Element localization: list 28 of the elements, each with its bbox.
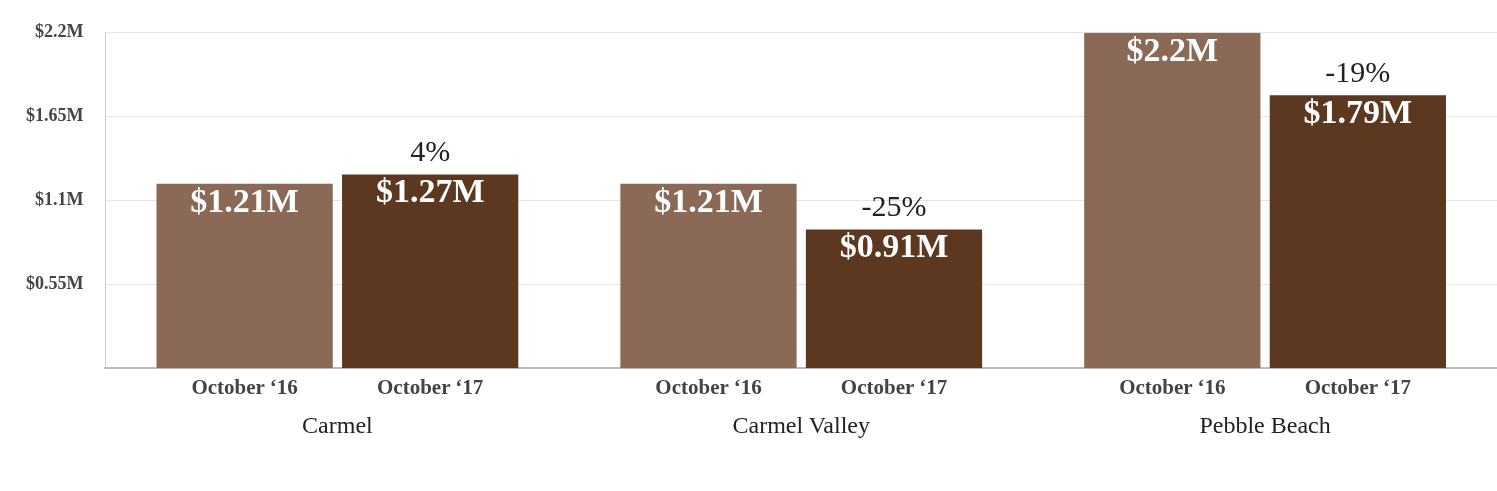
- data-label: $1.79M: [1303, 93, 1413, 131]
- x-tick-label: Carmel: [302, 411, 374, 438]
- bar: [1269, 95, 1446, 369]
- y-tick-label: $1.65M: [25, 105, 84, 126]
- text: October ‘17: [840, 375, 948, 400]
- text: October ‘16: [1119, 375, 1226, 400]
- annotation: -19%: [1325, 55, 1391, 89]
- bar: [156, 183, 333, 369]
- data-label: $1.21M: [654, 181, 763, 219]
- x-tick-label: Pebble Beach: [1199, 411, 1331, 438]
- series-label: October ‘17: [377, 375, 484, 400]
- series-label: October ‘16: [191, 375, 298, 400]
- text: October ‘16: [655, 375, 762, 400]
- annotation: 4%: [410, 134, 451, 168]
- x-tick-label: Carmel Valley: [732, 411, 871, 438]
- data-label: $1.21M: [190, 181, 299, 219]
- y-tick-label: $1.1M: [34, 189, 84, 210]
- bar: [805, 229, 983, 369]
- data-label: $1.27M: [375, 172, 485, 210]
- data-label: $2.2M: [1126, 30, 1219, 68]
- y-tick-label: $0.55M: [25, 273, 84, 294]
- text: October ‘17: [1304, 375, 1412, 400]
- annotation: -25%: [861, 189, 927, 223]
- y-tick-label: $2.2M: [34, 21, 84, 42]
- bar: [620, 183, 797, 369]
- bar: [1084, 32, 1261, 369]
- bar: [342, 174, 519, 369]
- data-label: $0.91M: [839, 227, 949, 265]
